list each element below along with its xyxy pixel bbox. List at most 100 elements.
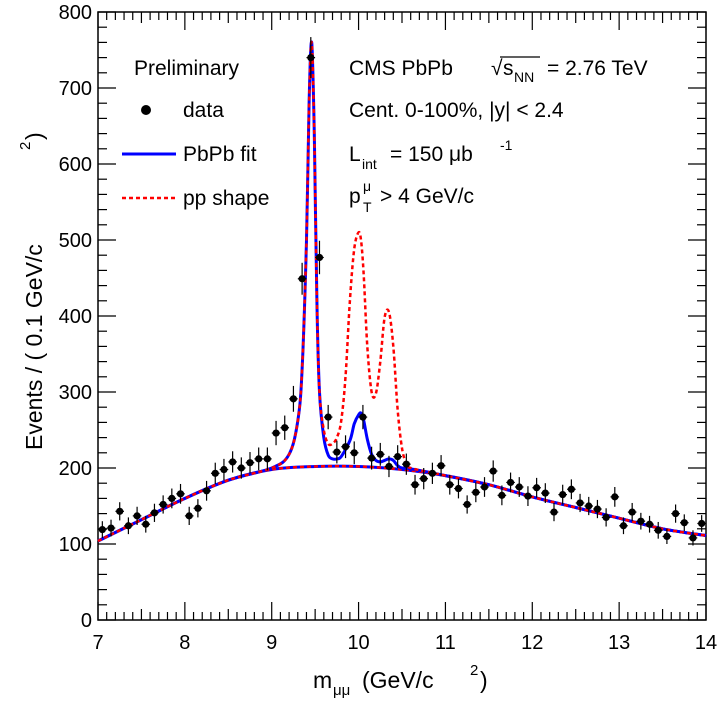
data-point (411, 481, 419, 489)
data-point (437, 462, 445, 470)
data-point (142, 520, 150, 528)
y-axis-title-close: ) (21, 132, 47, 140)
x-axis-title-sup: 2 (470, 662, 478, 679)
legend-title: Preliminary (134, 57, 240, 80)
data-point (237, 464, 245, 472)
data-point (593, 505, 602, 513)
legend: Preliminary data PbPb fit pp shape (122, 57, 269, 210)
data-point (298, 275, 306, 283)
x-axis-title-sub: μμ (333, 682, 350, 699)
data-point (98, 525, 106, 534)
data-point (576, 499, 584, 507)
x-axis-title: m μμ (GeV/c 2 ) (313, 662, 488, 699)
data-point (654, 526, 662, 534)
annotation-lumi-L: L (349, 143, 361, 166)
data-point (541, 489, 549, 497)
data-point (150, 509, 159, 517)
x-tick-label: 10 (347, 632, 369, 654)
y-axis-title-sup: 2 (17, 142, 34, 150)
annotation-s-sub: NN (514, 69, 534, 85)
y-tick-label: 500 (59, 230, 92, 252)
data-point (698, 519, 706, 528)
annotation-s: s (503, 57, 514, 80)
data-point (428, 469, 436, 477)
data-point (454, 484, 463, 493)
y-tick-label: 300 (59, 382, 92, 404)
data-point (420, 475, 428, 483)
x-axis-title-close: ) (480, 667, 488, 693)
y-tick-label: 800 (59, 2, 92, 24)
data-point (289, 395, 298, 403)
data-point (315, 253, 324, 262)
annotation-pt-sup: μ (363, 178, 371, 194)
y-axis-title-main: Events / ( 0.1 GeV/c (21, 244, 47, 450)
data-point (350, 449, 358, 457)
x-axis-title-main: m (313, 667, 332, 693)
data-point (602, 513, 610, 522)
data-point (341, 443, 350, 451)
data-point (229, 458, 237, 466)
legend-label-fit: PbPb fit (183, 143, 257, 166)
data-point (246, 459, 254, 467)
data-point (585, 502, 593, 510)
x-tick-label: 14 (695, 632, 717, 654)
data-point (628, 508, 636, 516)
data-point (376, 450, 384, 458)
data-point (133, 512, 141, 520)
data-point (333, 448, 341, 456)
data-point (446, 481, 454, 489)
data-point (176, 490, 185, 498)
data-point (672, 509, 680, 518)
data-point (489, 467, 497, 475)
data-point (185, 512, 193, 520)
legend-label-pp: pp shape (183, 187, 269, 210)
data-point (611, 493, 619, 501)
data-point (550, 508, 558, 516)
data-point (645, 520, 654, 528)
data-point (107, 524, 115, 532)
y-axis-title: Events / ( 0.1 GeV/c 2 ) (17, 132, 47, 450)
data-point (211, 469, 219, 477)
x-tick-label: 9 (266, 632, 277, 654)
data-point (680, 519, 688, 527)
data-point (619, 522, 628, 530)
data-point (472, 488, 480, 496)
x-tick-label: 8 (179, 632, 190, 654)
data-point (463, 500, 471, 509)
annotation-pt-p: p (349, 185, 361, 208)
data-point (324, 413, 332, 421)
data-point (689, 534, 697, 542)
data-point (194, 504, 202, 512)
legend-marker-data (141, 105, 151, 115)
data-point (159, 500, 167, 509)
annotation-lumi-sub: int (362, 156, 377, 172)
y-tick-labels: 0 100 200 300 400 500 600 700 800 (59, 2, 92, 632)
annotation-energy: = 2.76 TeV (547, 57, 648, 80)
y-tick-label: 200 (59, 458, 92, 480)
data-point (559, 491, 567, 499)
data-point (524, 492, 532, 500)
data-point (359, 413, 367, 421)
data-point (220, 465, 228, 474)
x-axis-title-rest: (GeV/c (362, 667, 434, 693)
legend-label-data: data (183, 99, 224, 122)
data-point (567, 485, 575, 493)
x-tick-label: 7 (92, 632, 103, 654)
data-point (368, 454, 376, 462)
data-point (116, 507, 124, 515)
data-point (168, 494, 176, 502)
annotation-pt-sub: T (363, 199, 372, 215)
data-point (385, 462, 393, 471)
data-point (480, 483, 489, 491)
data-point (506, 478, 515, 487)
y-tick-label: 700 (59, 78, 92, 100)
y-tick-label: 100 (59, 534, 92, 556)
annotation-experiment: CMS PbPb (349, 57, 453, 80)
x-tick-label: 13 (608, 632, 630, 654)
data-point (263, 455, 271, 463)
data-point (515, 483, 523, 491)
data-point (663, 532, 671, 541)
data-point (124, 522, 132, 530)
